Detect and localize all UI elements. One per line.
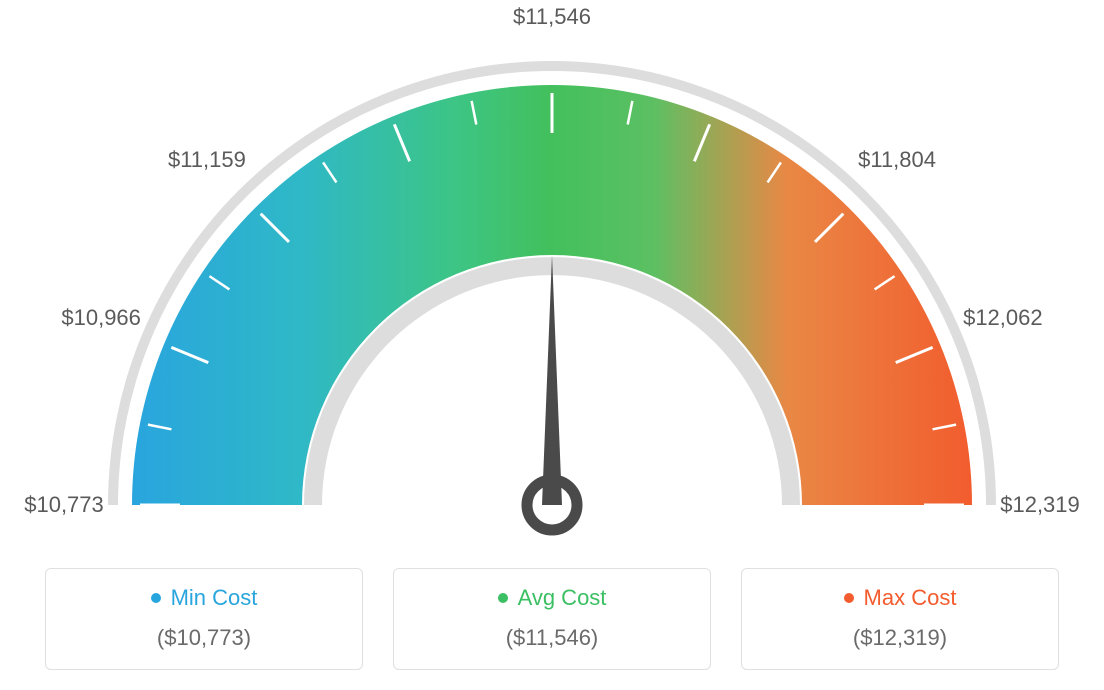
legend-row: Min Cost ($10,773) Avg Cost ($11,546) Max Co… <box>0 568 1104 670</box>
gauge-needle <box>542 255 562 505</box>
legend-card-min: Min Cost ($10,773) <box>45 568 363 670</box>
tick-label: $11,546 <box>513 4 591 30</box>
tick-label: $10,773 <box>24 492 104 518</box>
legend-dot-icon <box>151 593 161 603</box>
legend-title-row: Min Cost <box>54 585 354 611</box>
tick-label: $11,804 <box>858 147 936 173</box>
legend-card-max: Max Cost ($12,319) <box>741 568 1059 670</box>
legend-title: Min Cost <box>171 585 258 611</box>
tick-label: $12,319 <box>1000 492 1080 518</box>
legend-value: ($12,319) <box>750 625 1050 651</box>
legend-dot-icon <box>498 593 508 603</box>
gauge-svg <box>0 0 1104 560</box>
legend-title-row: Avg Cost <box>402 585 702 611</box>
legend-dot-icon <box>844 593 854 603</box>
legend-title: Avg Cost <box>518 585 607 611</box>
tick-label: $12,062 <box>963 305 1043 331</box>
legend-value: ($10,773) <box>54 625 354 651</box>
tick-label: $10,966 <box>61 305 141 331</box>
chart-container: $10,773 $10,966 $11,159 $11,546 $11,804 $12,0… <box>0 0 1104 690</box>
tick-label: $11,159 <box>168 147 246 173</box>
legend-title-row: Max Cost <box>750 585 1050 611</box>
gauge: $10,773 $10,966 $11,159 $11,546 $11,804 $12,0… <box>0 0 1104 560</box>
legend-value: ($11,546) <box>402 625 702 651</box>
legend-card-avg: Avg Cost ($11,546) <box>393 568 711 670</box>
legend-title: Max Cost <box>864 585 957 611</box>
